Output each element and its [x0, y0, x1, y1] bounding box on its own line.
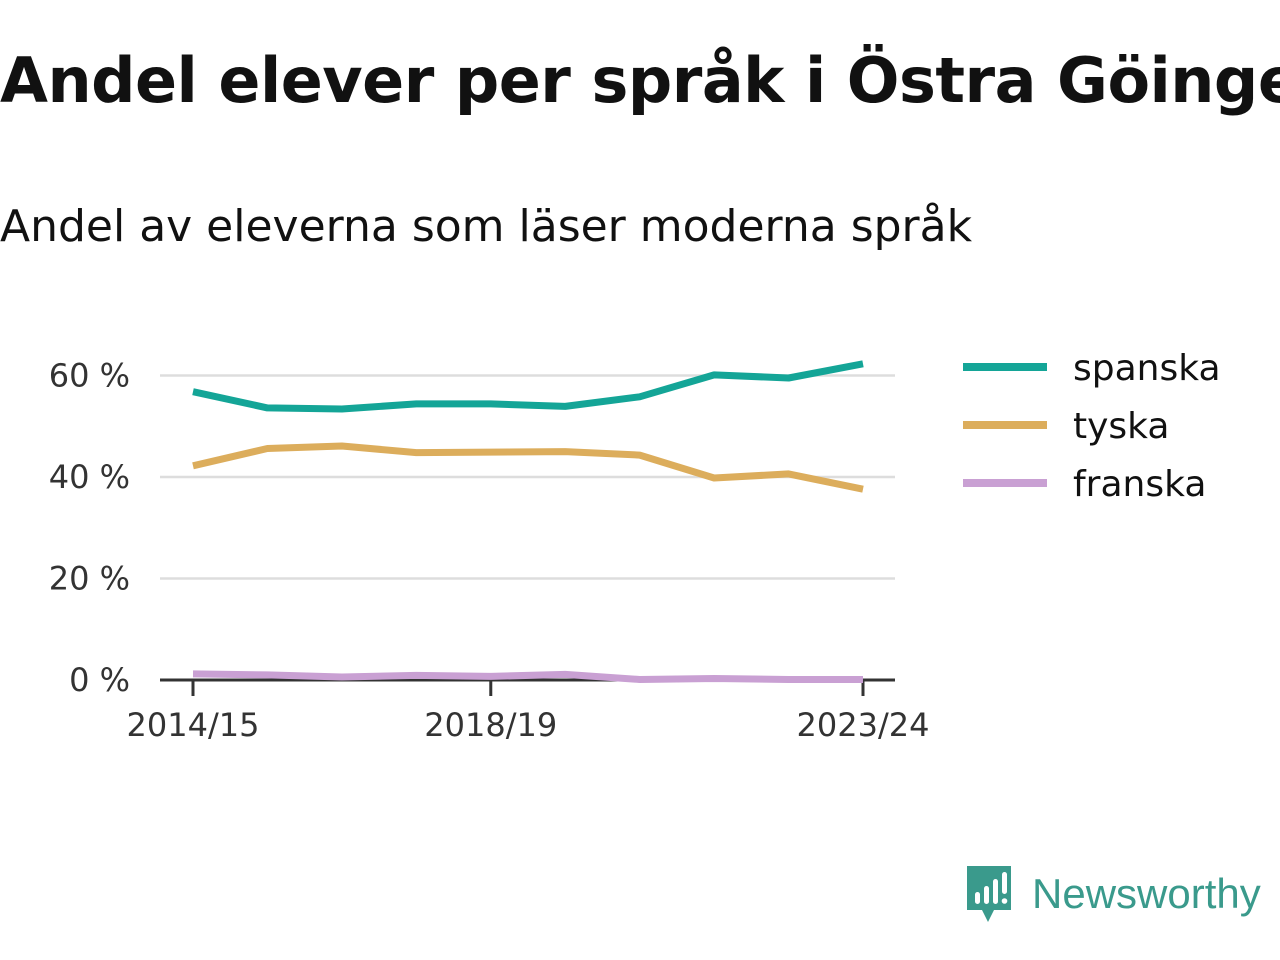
x-tick-label: 2014/15	[127, 706, 260, 744]
x-tick-label: 2018/19	[424, 706, 557, 744]
newsworthy-logo-icon	[967, 866, 1011, 922]
legend: spanska tyska franska	[963, 348, 1221, 505]
series-line-franska	[192, 670, 863, 683]
y-tick-label: 60 %	[49, 356, 130, 394]
series-lines	[192, 360, 864, 683]
y-tick-label: 40 %	[49, 458, 130, 496]
series-line-spanska	[192, 360, 864, 413]
y-tick-label: 0 %	[69, 661, 130, 699]
chart-title: Andel elever per språk i Östra Göinge	[0, 44, 1280, 117]
axes: 0 % 20 % 40 % 60 % 2014/15 2018/19 2023/24	[49, 356, 930, 744]
x-tick-label: 2023/24	[797, 706, 930, 744]
series-line-tyska	[192, 442, 864, 493]
y-tick-label: 20 %	[49, 559, 130, 597]
legend-label-tyska: tyska	[1073, 406, 1169, 447]
brand-name: Newsworthy	[1032, 870, 1261, 917]
legend-label-franska: franska	[1073, 464, 1206, 505]
legend-label-spanska: spanska	[1073, 348, 1221, 389]
chart-subtitle: Andel av eleverna som läser moderna språ…	[0, 201, 973, 252]
brand: Newsworthy	[964, 862, 1261, 926]
